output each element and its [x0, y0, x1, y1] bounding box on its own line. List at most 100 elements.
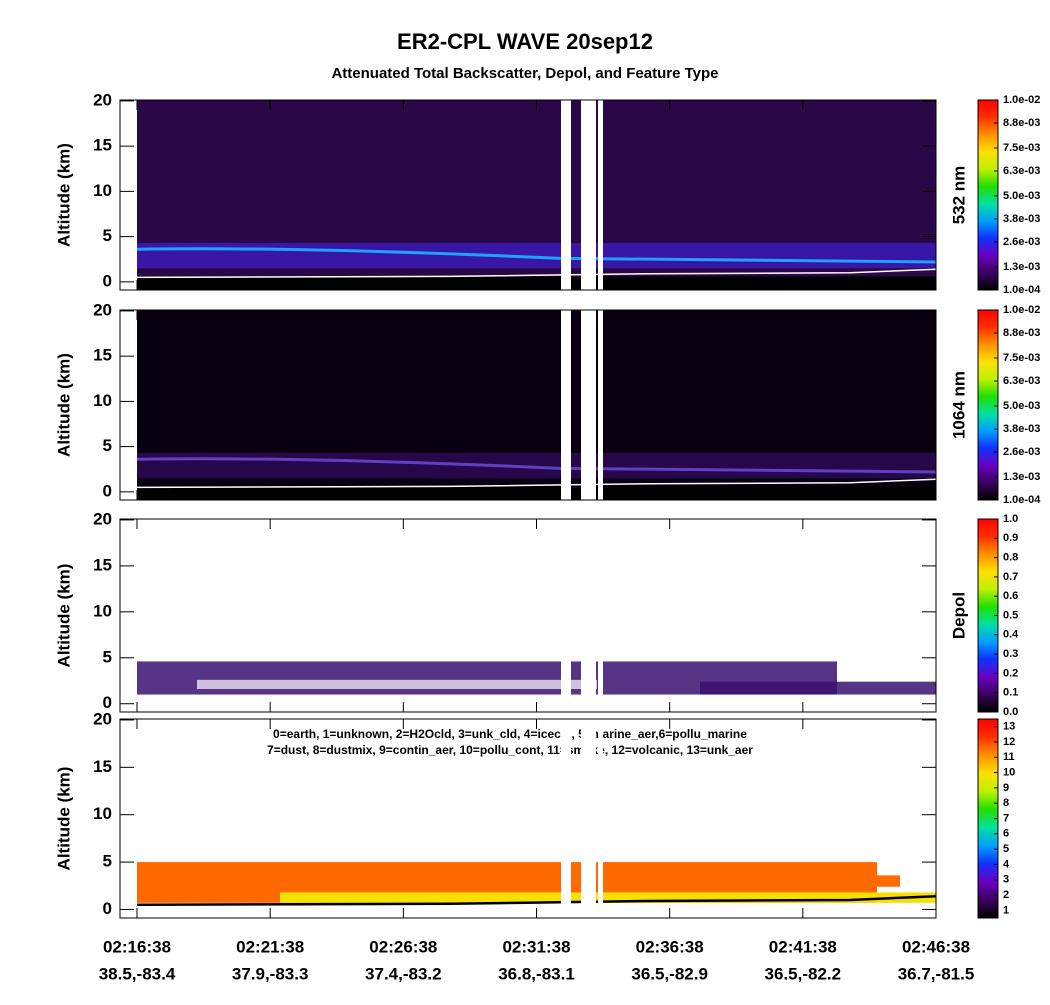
feature-aerosol [600, 875, 900, 887]
colorbar-tick-label: 0.5 [1003, 609, 1018, 621]
data-gap [581, 719, 596, 918]
y-tick-label: 0 [103, 481, 112, 500]
colorbar-tick-label: 8 [1003, 797, 1009, 809]
colorbar-tick-label: 8.8e-03 [1003, 327, 1040, 339]
colorbar [977, 309, 999, 501]
colorbar-tick-label: 2 [1003, 889, 1009, 901]
x-tick-location: 37.4,-83.2 [365, 964, 442, 983]
colorbar-tick-label: 7.5e-03 [1003, 352, 1040, 364]
panel-frame [119, 518, 937, 713]
y-tick-label: 10 [93, 804, 112, 823]
data-gap [598, 100, 603, 290]
x-tick-time: 02:21:38 [236, 937, 304, 956]
panel: 0 5 10 15 20 Altitude (km) 0.0 0.1 0.2 0.3 0.4 0.5 0… [54, 509, 1019, 718]
aerosol-layer [137, 242, 936, 269]
panel-frame [119, 99, 937, 291]
colorbar-label: 1064 nm [949, 371, 968, 439]
depol-gap [197, 679, 597, 690]
y-tick-label: 15 [93, 757, 112, 776]
data-gap [581, 310, 596, 500]
y-tick-label: 15 [93, 346, 112, 365]
data-gap [581, 519, 596, 712]
legend-text: 7=dust, 8=dustmix, 9=contin_aer, 10=poll… [267, 743, 753, 757]
colorbar-tick-label: 0.3 [1003, 648, 1018, 660]
y-tick-label: 20 [93, 509, 112, 528]
depol-layer [700, 681, 936, 695]
colorbar-tick-label: 2.6e-03 [1003, 236, 1040, 248]
feature-dust [280, 892, 936, 903]
x-tick-location: 36.5,-82.2 [765, 964, 842, 983]
x-tick-time: 02:16:38 [103, 937, 171, 956]
panel: 0=earth, 1=unknown, 2=H2Ocld, 3=unk_cld,… [54, 709, 1015, 919]
chart-title: ER2-CPL WAVE 20sep12 [397, 29, 653, 54]
y-tick-label: 15 [93, 555, 112, 574]
colorbar-tick-label: 10 [1003, 766, 1015, 778]
colorbar-tick-label: 3 [1003, 874, 1009, 886]
cloud-streak [136, 247, 937, 264]
panel: 0 5 10 15 20 Altitude (km) 1.0e-04 1.3e-03 2.6e-… [54, 90, 1041, 296]
x-tick-time: 02:46:38 [902, 937, 970, 956]
y-tick-label: 20 [93, 90, 112, 109]
y-tick-label: 0 [103, 271, 112, 290]
data-gap [561, 100, 571, 290]
y-tick-label: 20 [93, 300, 112, 319]
colorbar-tick-label: 5.0e-03 [1003, 190, 1040, 202]
panel-frame [119, 309, 937, 501]
colorbar-tick-label: 4 [1003, 858, 1010, 870]
x-tick-location: 37.9,-83.3 [232, 964, 309, 983]
data-gap [598, 719, 603, 918]
y-axis-label: Altitude (km) [54, 143, 73, 247]
data-gap [561, 519, 571, 712]
panel-frame [119, 718, 937, 919]
colorbar-label: Depol [949, 592, 968, 639]
chart-subtitle: Attenuated Total Backscatter, Depol, and… [331, 65, 718, 82]
colorbar-tick-label: 6.3e-03 [1003, 165, 1040, 177]
colorbar-tick-label: 0.8 [1003, 552, 1018, 564]
colorbar-tick-label: 0.6 [1003, 590, 1018, 602]
colorbar-tick-label: 1.0e-02 [1003, 304, 1040, 316]
colorbar-tick-label: 5 [1003, 843, 1009, 855]
colorbar-tick-label: 12 [1003, 736, 1015, 748]
colorbar-tick-label: 0.2 [1003, 667, 1018, 679]
data-gap [581, 100, 596, 290]
colorbar-label: 532 nm [949, 166, 968, 225]
colorbar-tick-label: 13 [1003, 721, 1015, 733]
surface-line [136, 268, 937, 279]
y-tick-label: 15 [93, 136, 112, 155]
y-tick-label: 10 [93, 601, 112, 620]
colorbar-tick-label: 2.6e-03 [1003, 446, 1040, 458]
colorbar-tick-label: 8.8e-03 [1003, 117, 1040, 129]
data-gap [561, 719, 571, 918]
y-tick-label: 20 [93, 709, 112, 728]
y-axis-label: Altitude (km) [54, 767, 73, 871]
y-axis-label: Altitude (km) [54, 564, 73, 668]
y-tick-label: 5 [103, 226, 112, 245]
data-gap [598, 310, 603, 500]
y-tick-label: 10 [93, 181, 112, 200]
surface-line [136, 894, 937, 906]
colorbar-tick-label: 1.3e-03 [1003, 471, 1040, 483]
x-tick-time: 02:41:38 [769, 937, 837, 956]
colorbar-tick-label: 7.5e-03 [1003, 142, 1040, 154]
colorbar-tick-label: 0.7 [1003, 571, 1018, 583]
colorbar-tick-label: 1.0e-04 [1003, 494, 1041, 506]
colorbar-tick-label: 1.3e-03 [1003, 261, 1040, 273]
y-tick-label: 10 [93, 391, 112, 410]
data-gap [598, 519, 603, 712]
colorbar-tick-label: 7 [1003, 812, 1009, 824]
colorbar-tick-label: 11 [1003, 751, 1015, 763]
colorbar-tick-label: 3.8e-03 [1003, 213, 1040, 225]
colorbar-tick-label: 1.0e-02 [1003, 94, 1040, 106]
colorbar-tick-label: 0.0 [1003, 706, 1018, 718]
x-tick-location: 36.7,-81.5 [898, 964, 975, 983]
colorbar-tick-label: 3.8e-03 [1003, 423, 1040, 435]
colorbar-tick-label: 0.1 [1003, 687, 1018, 699]
y-tick-label: 5 [103, 852, 112, 871]
x-tick-location: 38.5,-83.4 [99, 964, 176, 983]
x-tick-time: 02:26:38 [369, 937, 437, 956]
data-gap [561, 310, 571, 500]
y-tick-label: 0 [103, 693, 112, 712]
colorbar-tick-label: 6 [1003, 828, 1009, 840]
colorbar-tick-label: 0.4 [1003, 629, 1019, 641]
